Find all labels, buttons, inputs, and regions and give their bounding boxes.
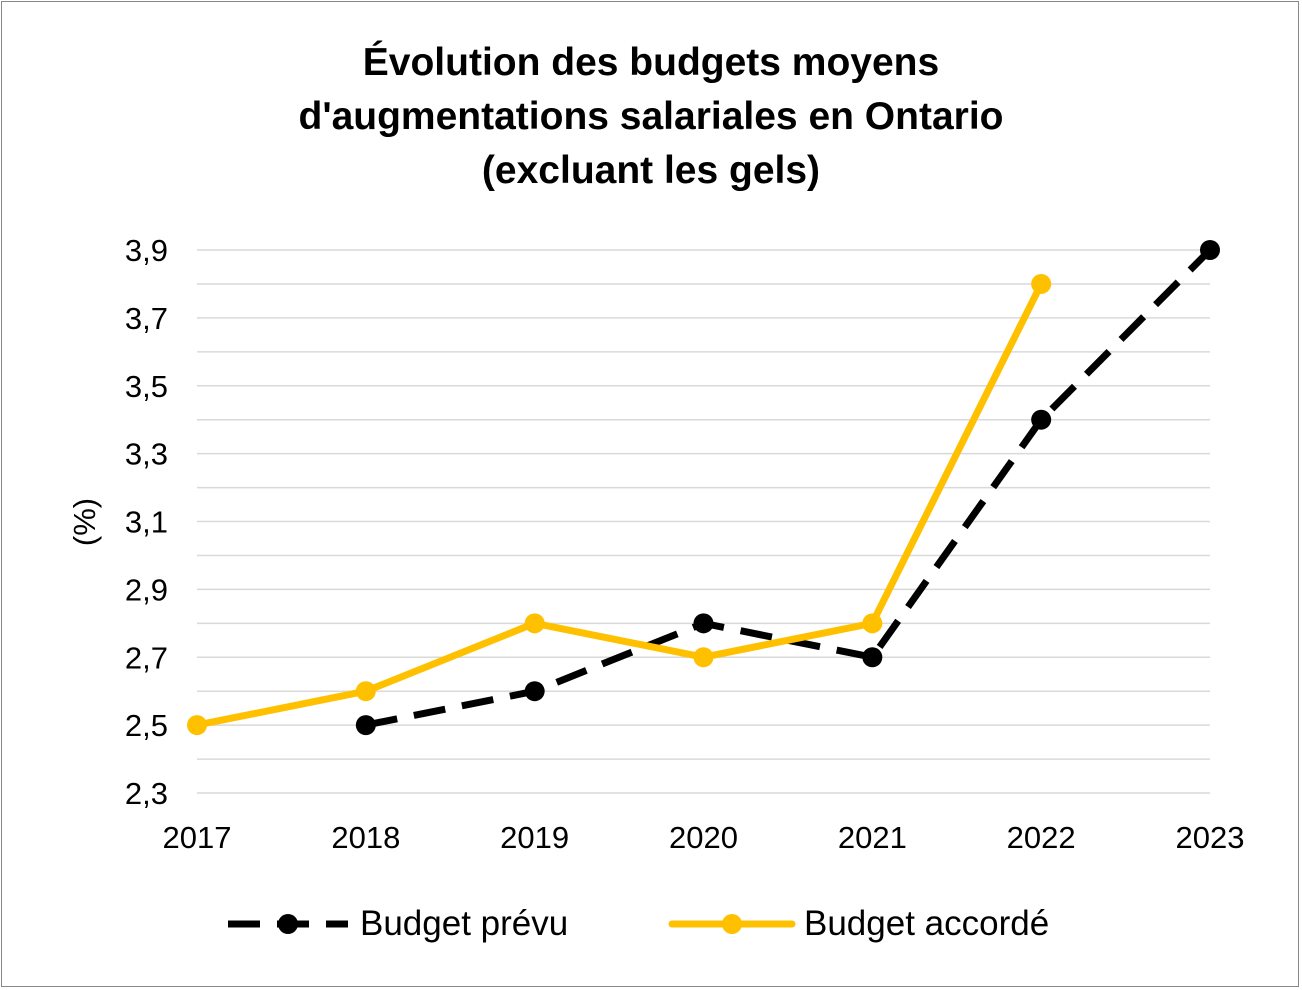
data-point	[355, 681, 376, 702]
data-point	[524, 613, 545, 634]
series-lines	[187, 240, 1220, 736]
x-tick-label: 2022	[1007, 820, 1076, 855]
chart-title-line-2: d'augmentations salariales en Ontario	[298, 95, 1004, 138]
y-tick-label: 2,7	[125, 640, 168, 675]
y-tick-label: 3,3	[125, 437, 168, 472]
y-tick-label: 3,1	[125, 505, 168, 540]
y-axis-label: (%)	[67, 498, 102, 546]
x-tick-label: 2018	[331, 820, 400, 855]
x-tick-label: 2023	[1176, 820, 1245, 855]
legend-swatch-marker	[278, 914, 298, 934]
y-tick-label: 2,9	[125, 572, 168, 607]
y-tick-label: 3,7	[125, 301, 168, 336]
gridlines	[197, 249, 1210, 760]
x-axis-tick-labels: 2017 2018 2019 2020 2021 2022 2023	[163, 820, 1245, 855]
y-tick-label: 2,3	[125, 776, 168, 811]
data-point	[693, 613, 714, 634]
y-tick-label: 3,9	[125, 233, 168, 268]
chart-title: Évolution des budgets moyens d'augmentat…	[0, 36, 1302, 198]
data-point	[1200, 240, 1220, 260]
x-tick-label: 2021	[838, 820, 907, 855]
chart-title-line-3: (excluant les gels)	[481, 149, 821, 192]
chart-title-line-1: Évolution des budgets moyens	[362, 41, 940, 84]
y-axis-tick-labels: 2,3 2,5 2,7 2,9 3,1 3,3 3,5 3,7 3,9	[125, 233, 168, 811]
data-point	[1031, 273, 1052, 294]
legend-label: Budget prévu	[360, 904, 568, 943]
data-point	[1031, 409, 1052, 430]
series-budget-prevu	[355, 240, 1220, 736]
legend-item-budget-prevu: Budget prévu	[228, 904, 568, 943]
data-point	[693, 647, 714, 668]
x-tick-label: 2020	[669, 820, 738, 855]
legend-swatch-marker	[722, 914, 742, 934]
data-point	[862, 647, 883, 668]
x-tick-label: 2017	[163, 820, 232, 855]
x-tick-label: 2019	[500, 820, 569, 855]
data-point	[524, 681, 545, 702]
series-line	[193, 280, 1045, 729]
y-tick-label: 2,5	[125, 708, 168, 743]
data-point	[187, 715, 207, 736]
series-line	[365, 247, 1213, 729]
data-point	[355, 715, 376, 736]
legend-item-budget-accorde: Budget accordé	[668, 904, 1049, 943]
data-point	[862, 613, 883, 634]
legend: Budget prévu Budget accordé	[228, 904, 1049, 943]
y-tick-label: 3,5	[125, 369, 168, 404]
legend-label: Budget accordé	[804, 904, 1049, 943]
series-budget-accorde	[187, 273, 1052, 736]
